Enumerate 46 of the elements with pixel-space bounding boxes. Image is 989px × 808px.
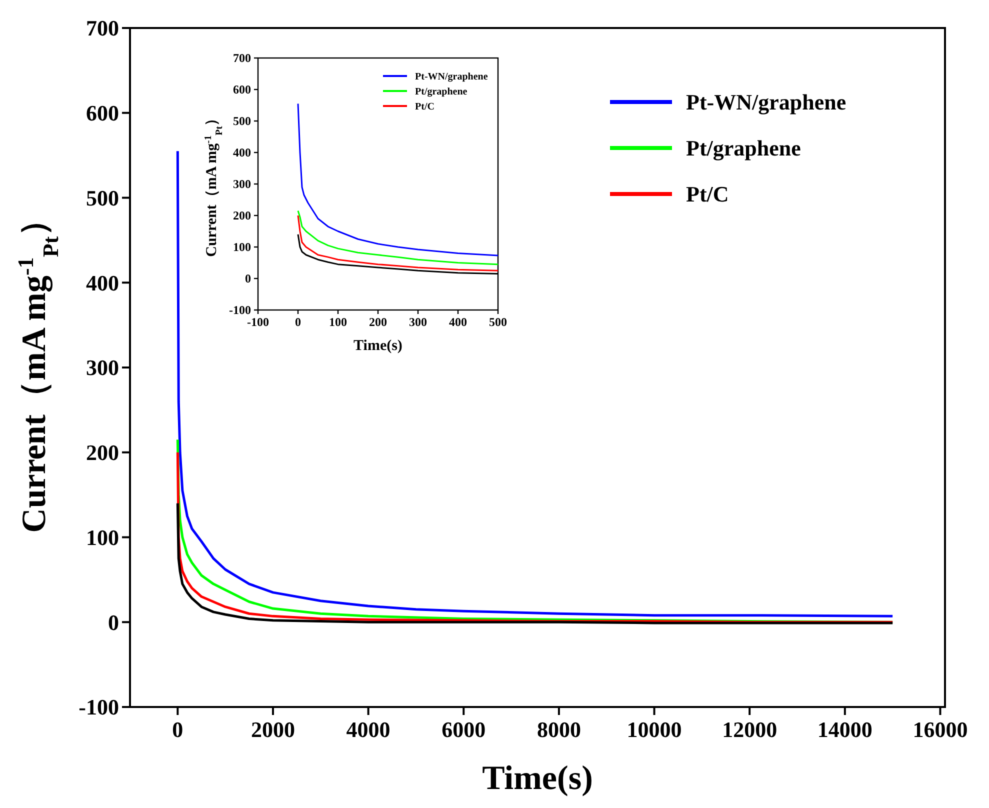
line-series	[297, 214, 499, 272]
y-tick-label: 0	[245, 272, 251, 286]
x-tick-label: 300	[409, 315, 427, 329]
x-axis-title: Time(s)	[354, 338, 402, 354]
legend-label: Pt/C	[686, 182, 729, 207]
y-tick-label: -100	[78, 694, 119, 720]
x-axis-title: Time(s)	[482, 760, 593, 797]
line-series	[176, 502, 894, 624]
legend-label: Pt/graphene	[415, 86, 468, 98]
x-tick-label: 16000	[912, 717, 968, 742]
x-tick-label: 12000	[722, 717, 778, 742]
y-tick-label: 300	[233, 177, 251, 192]
x-tick-label: 4000	[346, 717, 390, 742]
y-tick-label: 200	[86, 440, 119, 466]
x-tick-label: 0	[172, 717, 184, 742]
line-series	[297, 102, 499, 256]
y-tick-label: 0	[108, 610, 119, 635]
legend-label: Pt/graphene	[686, 136, 802, 161]
y-tick-label: 400	[233, 146, 251, 160]
x-tick-label: 14000	[817, 717, 872, 742]
x-tick-label: 400	[449, 315, 467, 329]
y-tick-label: -100	[229, 303, 251, 318]
x-tick-label: 2000	[250, 717, 295, 742]
y-tick-label: 500	[86, 185, 119, 210]
x-tick-label: 6000	[442, 717, 486, 742]
x-tick-label: 100	[329, 315, 347, 329]
line-series	[297, 210, 499, 266]
y-tick-label: 100	[86, 524, 119, 550]
y-tick-label: 500	[233, 114, 251, 128]
legend-label: Pt-WN/graphene	[415, 72, 488, 82]
y-tick-label: 700	[233, 51, 251, 66]
y-tick-label: 200	[233, 208, 251, 223]
x-tick-label: 200	[369, 315, 387, 329]
legend-label: Pt/C	[415, 102, 434, 112]
x-tick-label: 8000	[536, 717, 581, 742]
y-tick-label: 700	[86, 16, 119, 41]
y-tick-label: 300	[86, 355, 119, 380]
y-tick-label: 100	[233, 240, 251, 254]
x-tick-label: 0	[295, 315, 301, 329]
x-tick-label: 500	[489, 315, 507, 329]
x-tick-label: 10000	[626, 717, 682, 742]
x-tick-label: -100	[247, 315, 269, 329]
y-tick-label: 600	[86, 100, 119, 126]
y-tick-label: 600	[233, 82, 251, 97]
y-tick-label: 400	[86, 270, 119, 296]
legend-label: Pt-WN/graphene	[686, 90, 846, 115]
